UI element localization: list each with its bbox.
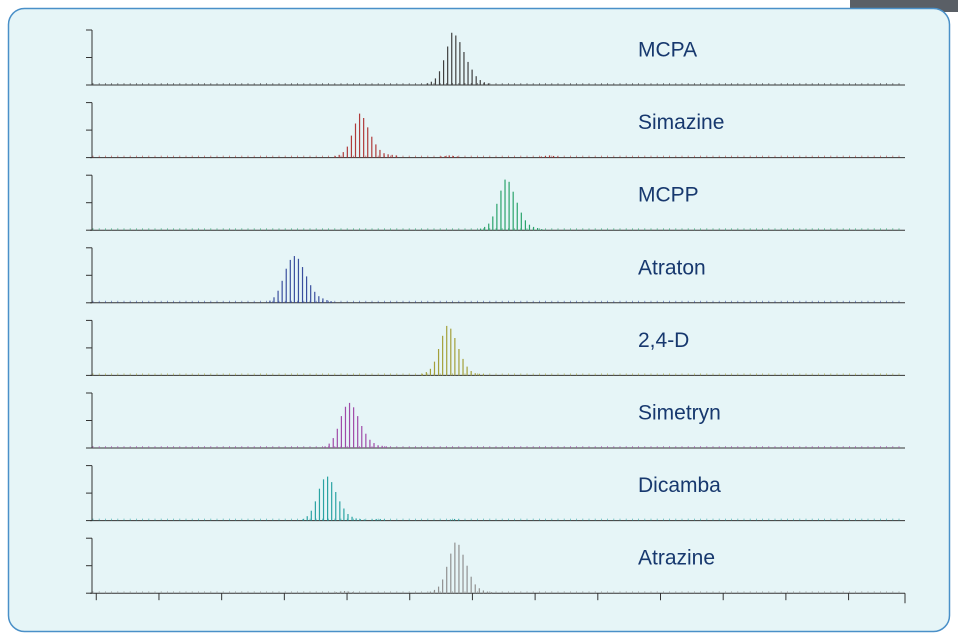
series-label: MCPA: [638, 39, 697, 62]
panel-frame: [7, 7, 951, 633]
series-label: Atraton: [638, 256, 706, 279]
series-label: Simazine: [638, 111, 724, 134]
series-label: Dicamba: [638, 474, 721, 497]
series-label: Simetryn: [638, 402, 721, 425]
series-label: MCPP: [638, 184, 699, 207]
series-label: 2,4-D: [638, 329, 689, 352]
plot-area: MCPA Simazine MCPP Atraton 2,4-D Simetryn Dica…: [86, 29, 906, 604]
series-label: Atrazine: [638, 547, 715, 570]
